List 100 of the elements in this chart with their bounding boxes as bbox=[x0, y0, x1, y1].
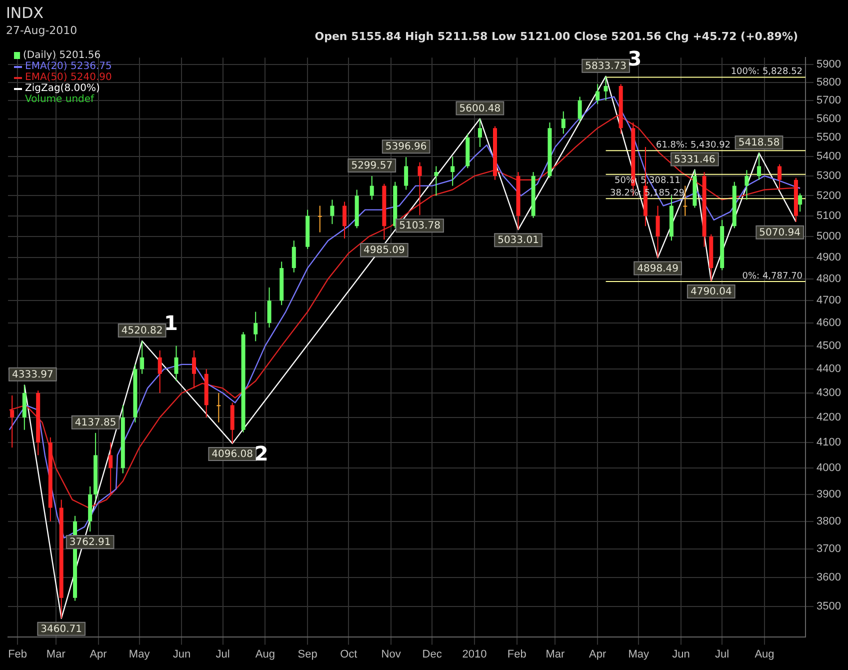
x-tick-label: Feb bbox=[8, 648, 28, 660]
annotation: 1 bbox=[164, 311, 178, 336]
candlestick bbox=[578, 96, 582, 124]
candlestick bbox=[596, 84, 600, 105]
y-tick-label: 3900 bbox=[816, 488, 842, 500]
y-tick-label: 3600 bbox=[816, 571, 842, 584]
candlestick bbox=[450, 156, 455, 186]
y-tick-label: 4200 bbox=[816, 411, 842, 424]
data-label: 5418.58 bbox=[738, 138, 780, 149]
candlestick bbox=[683, 185, 688, 216]
candlestick bbox=[10, 394, 14, 448]
candlestick bbox=[656, 205, 660, 258]
y-tick-label: 5200 bbox=[816, 190, 842, 202]
x-tick-label: Jun bbox=[672, 648, 690, 660]
y-tick-label: 5300 bbox=[816, 170, 842, 182]
data-label: 4790.04 bbox=[690, 286, 732, 298]
candlestick bbox=[744, 170, 749, 200]
data-label: 4096.08 bbox=[212, 449, 254, 460]
x-tick-label: Apr bbox=[589, 648, 606, 660]
annotation: 4985.09 bbox=[364, 245, 405, 256]
annotation: 5396.96 bbox=[385, 142, 427, 153]
candlestick bbox=[330, 199, 334, 225]
candlestick bbox=[342, 201, 347, 240]
candlestick bbox=[604, 76, 608, 101]
candlestick bbox=[418, 162, 422, 216]
ref-line-label: 61.8%: 5,430.92 bbox=[656, 140, 731, 150]
x-tick-label: Feb bbox=[507, 648, 526, 660]
candlestick bbox=[757, 152, 762, 180]
x-tick-label: Mar bbox=[46, 648, 66, 660]
data-label: 4520.82 bbox=[121, 326, 163, 337]
x-tick-label: May bbox=[128, 648, 150, 660]
annotation: 4137.85 bbox=[74, 418, 116, 429]
candlestick bbox=[778, 164, 782, 190]
y-tick-label: 5700 bbox=[816, 94, 842, 106]
data-label: 5033.01 bbox=[498, 235, 539, 246]
chart-title: INDX bbox=[6, 4, 44, 22]
y-tick-label: 4000 bbox=[816, 462, 842, 474]
candlestick bbox=[174, 345, 178, 382]
data-label: 5331.46 bbox=[674, 154, 716, 166]
y-tick-label: 4700 bbox=[816, 294, 842, 307]
candlestick bbox=[370, 176, 374, 200]
chart-subtitle: 27-Aug-2010 bbox=[6, 24, 78, 37]
data-label: 4898.49 bbox=[637, 263, 678, 274]
x-tick-label: Nov bbox=[381, 648, 402, 660]
candlestick bbox=[267, 287, 272, 328]
candlestick bbox=[158, 350, 162, 394]
candlestick bbox=[561, 110, 566, 134]
y-tick-label: 4600 bbox=[816, 317, 842, 330]
x-tick-label: Aug bbox=[754, 648, 774, 660]
x-tick-label: May bbox=[628, 648, 650, 660]
legend-label: (Daily) 5201.56 bbox=[23, 50, 101, 61]
data-label: 5600.48 bbox=[459, 103, 501, 114]
candlestick bbox=[798, 192, 802, 212]
candlestick bbox=[216, 392, 221, 423]
text: Open 5155.84 High 5211.58 Low 5121.00 Close 5201.56 Chg +45.72 (+0.89%) bbox=[314, 30, 798, 43]
annotation: Volume undef bbox=[24, 94, 94, 105]
candlestick bbox=[192, 350, 196, 389]
ref-line-label: 100%: 5,828.52 bbox=[730, 67, 803, 78]
data-label: 5070.94 bbox=[759, 227, 801, 238]
x-tick-label: 2010 bbox=[462, 648, 487, 660]
y-tick-label: 5500 bbox=[816, 132, 842, 144]
candlestick bbox=[478, 118, 482, 148]
candlestick bbox=[140, 340, 144, 374]
legend-label: ZigZag(8.00%) bbox=[25, 83, 100, 94]
y-tick-label: 4800 bbox=[816, 272, 842, 285]
y-tick-label: 4100 bbox=[816, 436, 842, 448]
annotation: 3 bbox=[628, 46, 642, 71]
legend-label: EMA(20) 5236.75 bbox=[25, 61, 112, 72]
legend-label: EMA(50) 5240.90 bbox=[25, 72, 112, 83]
y-tick-label: 4300 bbox=[816, 387, 842, 400]
data-label: 5833.73 bbox=[585, 60, 626, 72]
y-tick-label: 5800 bbox=[816, 76, 842, 88]
x-tick-label: Jun bbox=[172, 648, 191, 660]
y-tick-label: 3700 bbox=[816, 543, 842, 556]
x-tick-label: Jul bbox=[216, 648, 230, 660]
y-tick-label: 3500 bbox=[816, 600, 842, 613]
y-tick-label: 5900 bbox=[816, 58, 842, 71]
candlestick bbox=[318, 205, 322, 233]
x-tick-label: Apr bbox=[90, 648, 108, 660]
candlestick bbox=[254, 311, 258, 342]
x-tick-label: Jul bbox=[715, 648, 730, 660]
annotation: 5103.78 bbox=[399, 220, 440, 232]
annotation: 3762.91 bbox=[69, 537, 111, 548]
candlestick bbox=[434, 166, 438, 196]
data-label: 3460.71 bbox=[40, 624, 82, 636]
annotation: 2 bbox=[254, 442, 268, 466]
y-tick-label: 4900 bbox=[816, 251, 842, 264]
candlestick bbox=[292, 240, 296, 273]
candlestick bbox=[404, 156, 408, 190]
y-tick-label: 4400 bbox=[816, 363, 842, 376]
x-tick-label: Oct bbox=[340, 648, 358, 660]
y-tick-label: 3800 bbox=[816, 515, 842, 528]
ref-line-label: 0%: 4,787.70 bbox=[742, 271, 803, 282]
data-label: 4333.97 bbox=[12, 369, 54, 380]
y-tick-label: 5100 bbox=[816, 210, 842, 222]
x-tick-label: Aug bbox=[255, 648, 275, 660]
y-tick-label: 5000 bbox=[816, 230, 842, 242]
annotation: 5299.57 bbox=[351, 160, 393, 172]
x-tick-label: Sep bbox=[298, 648, 318, 660]
y-tick-label: 5600 bbox=[816, 112, 842, 125]
